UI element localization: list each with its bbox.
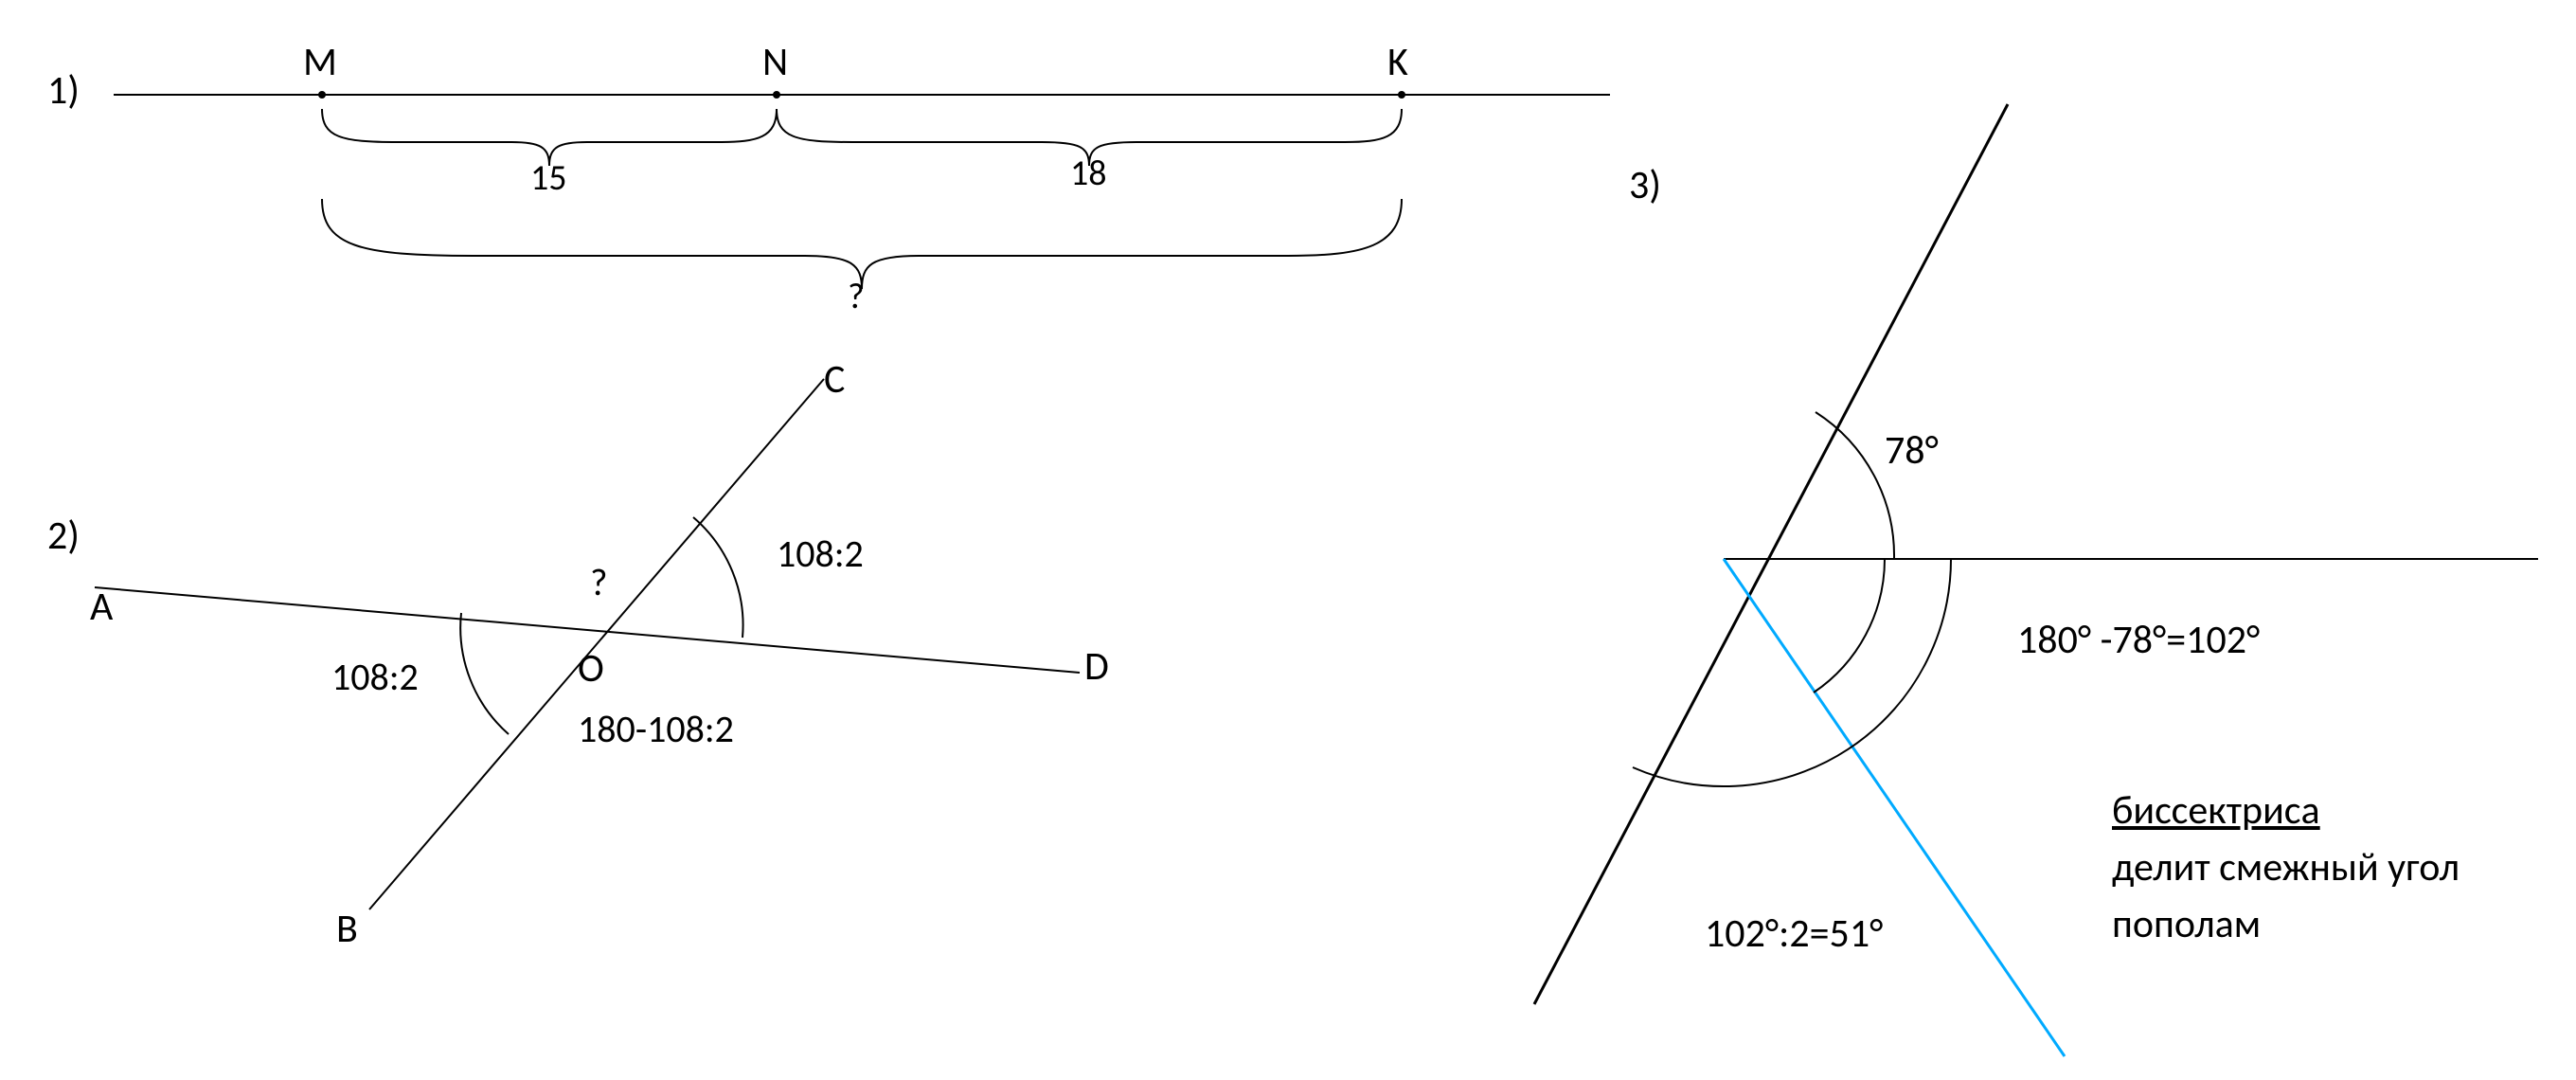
p2-number: 2) bbox=[47, 512, 80, 560]
p3-bisector-calc: 102°:2=51° bbox=[1705, 909, 1883, 958]
p1-value-18: 18 bbox=[1070, 152, 1107, 195]
problem3-group bbox=[1534, 104, 2538, 1056]
p2-label-o: O bbox=[578, 644, 604, 693]
p1-label-m: M bbox=[303, 38, 337, 86]
p2-label-b: B bbox=[336, 905, 358, 953]
p2-arc-aob bbox=[460, 613, 509, 734]
p2-label-d: D bbox=[1084, 642, 1109, 691]
p2-arc-cod bbox=[693, 517, 743, 638]
p1-value-question: ? bbox=[848, 275, 865, 318]
p3-explanation-3: пополам bbox=[2112, 900, 2261, 948]
p3-explanation-2: делит смежный угол bbox=[2112, 843, 2460, 891]
p1-point-m bbox=[318, 91, 326, 99]
p1-value-15: 15 bbox=[530, 156, 567, 200]
p3-supplementary: 180° -78°=102° bbox=[2017, 616, 2260, 664]
p2-angle-bod: 180-108:2 bbox=[578, 706, 734, 752]
p2-label-c: C bbox=[824, 355, 845, 404]
p2-angle-cod: 108:2 bbox=[777, 531, 864, 577]
problem1-group bbox=[114, 91, 1610, 289]
p1-point-k bbox=[1398, 91, 1405, 99]
p1-label-k: K bbox=[1387, 38, 1408, 86]
p2-label-a: A bbox=[90, 583, 113, 631]
p3-arc-102 bbox=[1633, 559, 1951, 786]
p1-number: 1) bbox=[47, 66, 80, 115]
p1-label-n: N bbox=[762, 38, 788, 86]
p2-angle-aob: 108:2 bbox=[331, 654, 419, 700]
p3-arc-51 bbox=[1814, 559, 1885, 693]
p1-point-n bbox=[773, 91, 780, 99]
p3-number: 3) bbox=[1629, 161, 1661, 209]
p2-angle-aoc: ? bbox=[590, 559, 608, 605]
p3-angle-78: 78° bbox=[1885, 426, 1939, 475]
p3-explanation-1: биссектриса bbox=[2112, 786, 2320, 835]
p3-arc-78 bbox=[1816, 412, 1894, 559]
p3-bisector bbox=[1724, 559, 2065, 1056]
